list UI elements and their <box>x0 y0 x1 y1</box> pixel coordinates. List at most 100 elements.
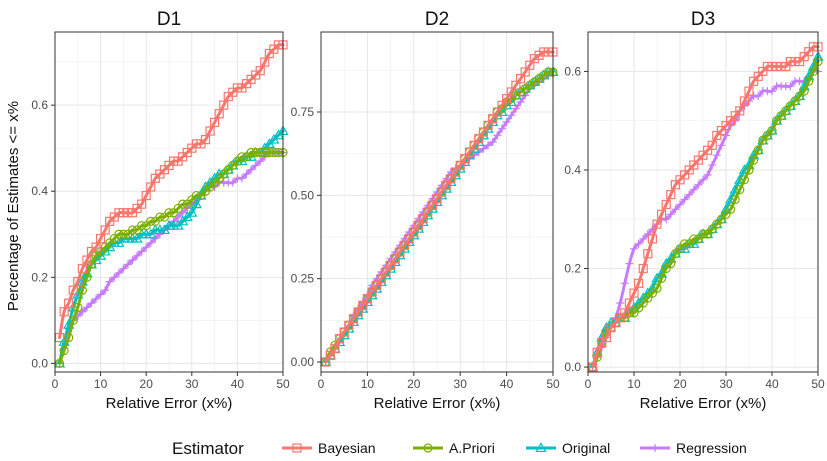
data-point <box>242 170 251 179</box>
y-tick-label: 0.2 <box>31 270 48 284</box>
data-point <box>515 87 526 97</box>
data-point <box>638 263 648 274</box>
data-point <box>73 302 83 313</box>
data-point <box>114 229 124 239</box>
data-point <box>151 234 160 243</box>
data-point <box>725 116 736 126</box>
data-point <box>639 234 648 243</box>
data-point <box>534 74 544 84</box>
data-point <box>178 208 187 217</box>
data-point <box>534 50 544 60</box>
data-point <box>721 209 731 219</box>
data-point <box>390 254 400 264</box>
data-point <box>427 200 437 210</box>
data-point <box>753 145 763 155</box>
data-point <box>525 80 535 90</box>
data-point <box>82 255 92 265</box>
y-tick-label: 0.4 <box>564 163 581 177</box>
data-point <box>237 174 246 183</box>
legend-title: Estimator <box>172 439 244 458</box>
data-point <box>804 76 814 86</box>
data-point <box>92 294 101 303</box>
data-point <box>105 277 114 286</box>
data-point <box>446 174 456 184</box>
data-point <box>539 47 549 57</box>
x-tick-label: 30 <box>185 377 199 391</box>
data-point <box>219 100 229 110</box>
data-point <box>739 175 750 185</box>
data-point <box>675 244 685 254</box>
data-point <box>758 135 768 146</box>
legend-entry-regression: Regression <box>640 440 747 456</box>
chart-panels: D1 0 10 20 30 40 50 0.0 0.2 0.4 0.6 Relative Error … <box>31 9 825 412</box>
data-point <box>689 160 699 170</box>
legend-key-marker <box>292 443 302 453</box>
data-point <box>118 229 129 239</box>
data-point <box>68 285 78 295</box>
data-point <box>661 199 671 210</box>
data-point <box>785 101 796 111</box>
panel-title: D3 <box>691 9 715 30</box>
data-point <box>82 272 92 282</box>
y-tick-label: 0.0 <box>564 360 581 374</box>
data-point <box>228 178 237 187</box>
x-tick-label: 50 <box>811 377 825 391</box>
data-point <box>260 57 270 67</box>
panel-border <box>320 31 554 373</box>
data-point <box>334 334 345 344</box>
data-point <box>502 118 511 126</box>
data-point <box>54 358 65 368</box>
data-point <box>799 86 809 96</box>
x-tick-label: 40 <box>765 377 779 391</box>
data-point <box>716 214 727 224</box>
data-point <box>247 165 256 174</box>
panel-d2: D2 0 10 20 30 40 50 0.00 0.25 0.50 0.75 Relative Er… <box>291 9 560 412</box>
data-point <box>543 47 553 57</box>
data-point <box>73 277 83 287</box>
panel-d3: D3 0 10 20 30 40 50 0.0 0.2 0.4 0.6 Relative Error … <box>564 9 825 412</box>
series-line <box>324 50 555 364</box>
data-point <box>597 337 607 348</box>
data-point <box>100 225 110 235</box>
data-point <box>633 278 644 288</box>
data-point <box>114 269 123 278</box>
legend-key-marker <box>651 444 659 452</box>
data-point <box>629 308 639 318</box>
data-point <box>64 332 74 343</box>
data-point <box>460 154 470 164</box>
data-point <box>413 220 424 230</box>
data-point <box>256 157 265 166</box>
data-point <box>260 147 270 158</box>
data-point <box>808 66 819 77</box>
data-point <box>647 288 658 298</box>
data-point <box>137 221 147 231</box>
data-point <box>246 147 256 158</box>
series-apriori <box>54 147 288 368</box>
data-point <box>437 187 447 197</box>
data-point <box>748 76 759 86</box>
legend-label: Bayesian <box>318 440 376 456</box>
data-point <box>493 131 502 140</box>
x-axis-title: Relative Error (x%) <box>374 395 501 412</box>
data-point <box>137 199 147 209</box>
data-point <box>629 288 639 298</box>
data-point <box>441 180 451 190</box>
data-point <box>91 242 101 252</box>
x-tick-label: 30 <box>454 377 468 391</box>
x-tick-label: 50 <box>546 377 560 391</box>
data-point <box>127 225 138 235</box>
data-point <box>59 307 69 317</box>
data-point <box>128 256 137 265</box>
data-point <box>95 233 106 244</box>
data-point <box>237 152 247 162</box>
data-point <box>684 239 694 249</box>
data-point <box>712 219 722 229</box>
data-point <box>87 299 96 308</box>
data-point <box>679 170 690 180</box>
data-point <box>651 272 663 283</box>
legend-entry-original: Original <box>526 440 610 456</box>
data-point <box>771 116 782 126</box>
data-point <box>707 140 717 150</box>
data-point <box>255 147 265 158</box>
